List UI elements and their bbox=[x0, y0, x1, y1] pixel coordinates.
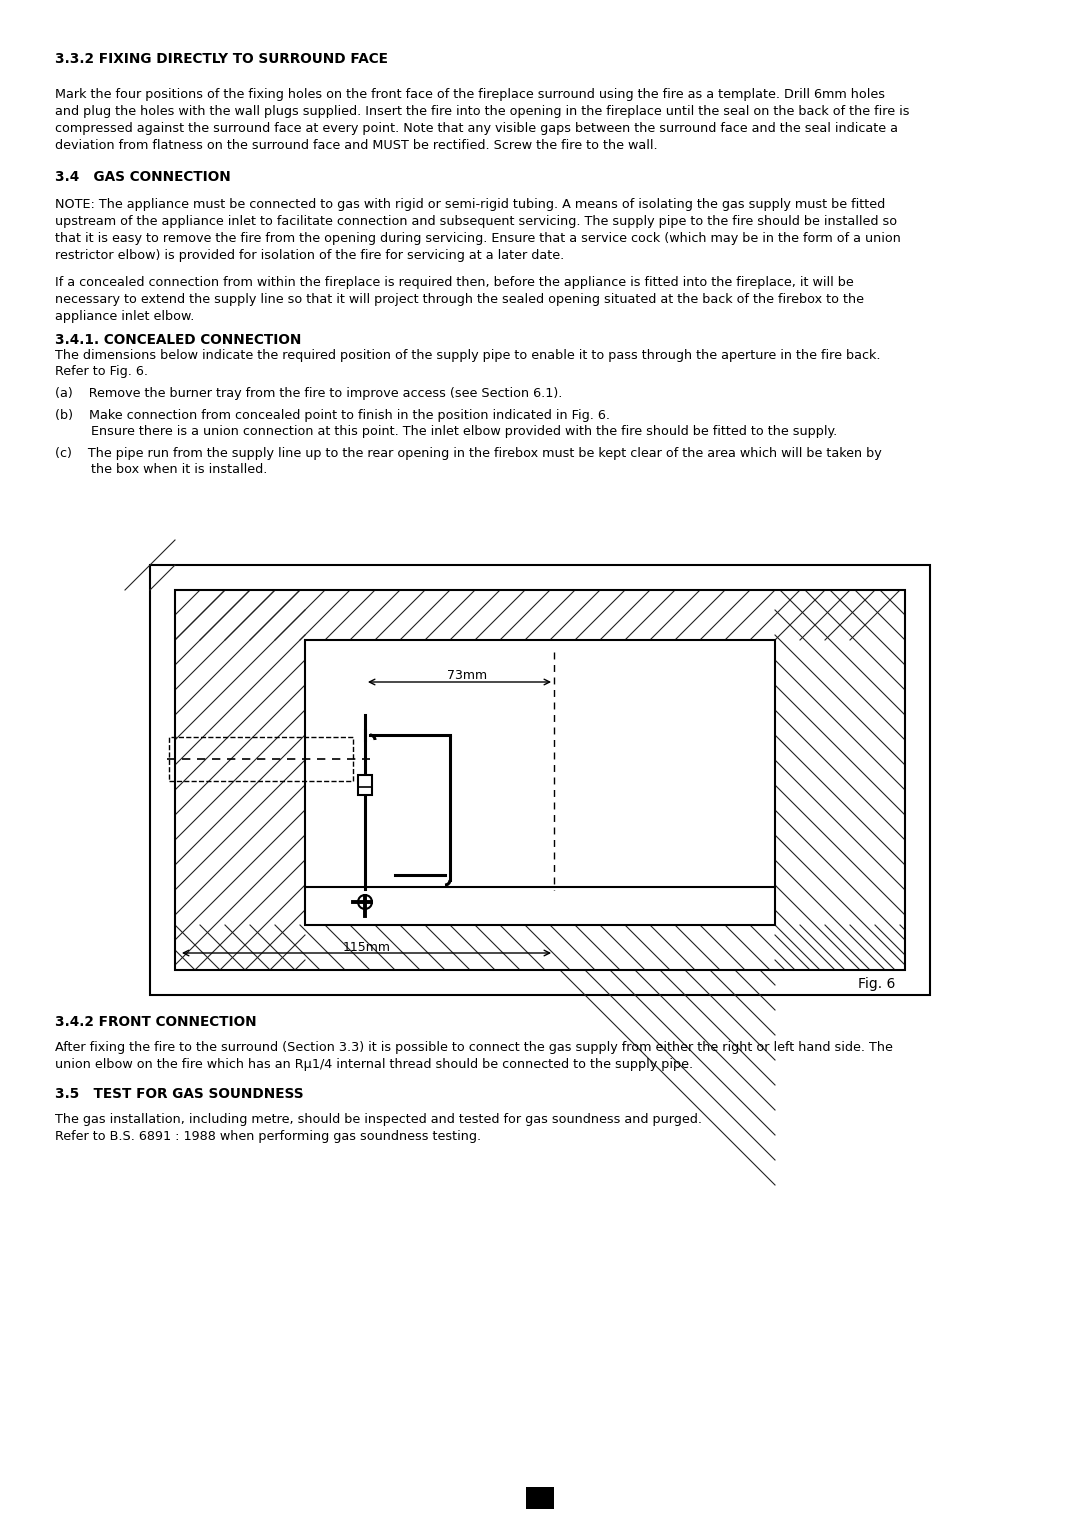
Text: Refer to Fig. 6.: Refer to Fig. 6. bbox=[55, 364, 148, 378]
Text: 9: 9 bbox=[536, 1491, 544, 1505]
Text: Refer to B.S. 6891 : 1988 when performing gas soundness testing.: Refer to B.S. 6891 : 1988 when performin… bbox=[55, 1130, 481, 1144]
Bar bbox=[150, 564, 930, 994]
Text: 3.4.2 FRONT CONNECTION: 3.4.2 FRONT CONNECTION bbox=[55, 1016, 257, 1029]
Text: union elbow on the fire which has an Rµ1/4 internal thread should be connected t: union elbow on the fire which has an Rµ1… bbox=[55, 1058, 693, 1071]
Text: The dimensions below indicate the required position of the supply pipe to enable: The dimensions below indicate the requir… bbox=[55, 349, 880, 361]
Text: 3.4.1. CONCEALED CONNECTION: 3.4.1. CONCEALED CONNECTION bbox=[55, 332, 301, 348]
Text: (a)    Remove the burner tray from the fire to improve access (see Section 6.1).: (a) Remove the burner tray from the fire… bbox=[55, 387, 563, 400]
Text: that it is easy to remove the fire from the opening during servicing. Ensure tha: that it is easy to remove the fire from … bbox=[55, 232, 901, 246]
Text: upstream of the appliance inlet to facilitate connection and subsequent servicin: upstream of the appliance inlet to facil… bbox=[55, 215, 897, 229]
Text: 73mm: 73mm bbox=[447, 669, 487, 682]
Text: The gas installation, including metre, should be inspected and tested for gas so: The gas installation, including metre, s… bbox=[55, 1113, 702, 1125]
Text: restrictor elbow) is provided for isolation of the fire for servicing at a later: restrictor elbow) is provided for isolat… bbox=[55, 249, 564, 262]
Text: and plug the holes with the wall plugs supplied. Insert the fire into the openin: and plug the holes with the wall plugs s… bbox=[55, 105, 909, 117]
Text: Mark the four positions of the fixing holes on the front face of the fireplace s: Mark the four positions of the fixing ho… bbox=[55, 88, 885, 101]
Text: 3.5   TEST FOR GAS SOUNDNESS: 3.5 TEST FOR GAS SOUNDNESS bbox=[55, 1087, 303, 1101]
Bar bbox=[305, 640, 775, 926]
Text: deviation from flatness on the surround face and MUST be rectified. Screw the fi: deviation from flatness on the surround … bbox=[55, 139, 658, 153]
Bar bbox=[168, 737, 353, 781]
Text: (b)    Make connection from concealed point to finish in the position indicated : (b) Make connection from concealed point… bbox=[55, 409, 610, 422]
Text: 115mm: 115mm bbox=[342, 941, 391, 955]
Bar bbox=[175, 590, 905, 970]
Text: compressed against the surround face at every point. Note that any visible gaps : compressed against the surround face at … bbox=[55, 122, 897, 136]
Text: If a concealed connection from within the fireplace is required then, before the: If a concealed connection from within th… bbox=[55, 276, 854, 290]
Text: Fig. 6: Fig. 6 bbox=[858, 978, 895, 991]
Text: (c)    The pipe run from the supply line up to the rear opening in the firebox m: (c) The pipe run from the supply line up… bbox=[55, 447, 881, 461]
Text: the box when it is installed.: the box when it is installed. bbox=[55, 464, 268, 476]
Text: 3.3.2 FIXING DIRECTLY TO SURROUND FACE: 3.3.2 FIXING DIRECTLY TO SURROUND FACE bbox=[55, 52, 388, 66]
Text: necessary to extend the supply line so that it will project through the sealed o: necessary to extend the supply line so t… bbox=[55, 293, 864, 307]
Text: After fixing the fire to the surround (Section 3.3) it is possible to connect th: After fixing the fire to the surround (S… bbox=[55, 1042, 893, 1054]
Text: 3.4   GAS CONNECTION: 3.4 GAS CONNECTION bbox=[55, 169, 231, 185]
Text: Ensure there is a union connection at this point. The inlet elbow provided with : Ensure there is a union connection at th… bbox=[55, 425, 837, 438]
Text: appliance inlet elbow.: appliance inlet elbow. bbox=[55, 310, 194, 323]
Bar bbox=[357, 775, 372, 795]
Bar bbox=[526, 1487, 554, 1510]
Text: NOTE: The appliance must be connected to gas with rigid or semi-rigid tubing. A : NOTE: The appliance must be connected to… bbox=[55, 198, 886, 210]
